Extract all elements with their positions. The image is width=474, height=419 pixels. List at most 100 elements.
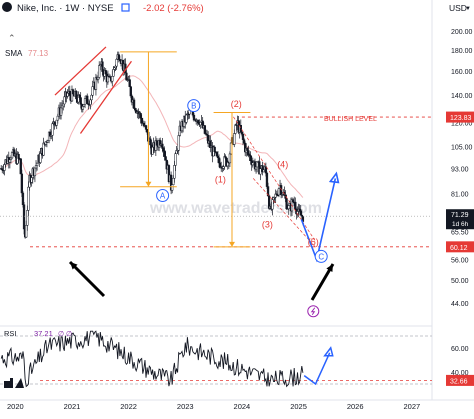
- currency-label[interactable]: USD: [449, 3, 467, 13]
- candle-body: [33, 167, 37, 177]
- candle-body: [101, 61, 104, 72]
- candle-body: [83, 98, 87, 105]
- price-tick-label: 44.00: [451, 301, 469, 308]
- sma-line: [0, 75, 304, 198]
- countdown-label: 1d 6h: [452, 221, 469, 228]
- candle-body: [59, 107, 63, 116]
- candle-body: [246, 147, 249, 151]
- candle-body: [27, 186, 30, 211]
- candle-body: [254, 166, 258, 170]
- rsi-badge: [446, 374, 474, 386]
- candle-body: [115, 59, 118, 67]
- rsi-tick-label: 60.00: [451, 346, 469, 353]
- candle-body: [81, 106, 85, 110]
- candle-body: [203, 125, 207, 134]
- candle-body: [199, 122, 202, 126]
- candle-body: [294, 201, 297, 210]
- currency-dropdown-icon[interactable]: ▼: [465, 6, 471, 12]
- candle-body: [9, 157, 13, 160]
- candle-body: [19, 158, 22, 175]
- wave-label-4: (4): [277, 160, 288, 170]
- flag-icon[interactable]: [121, 3, 130, 12]
- bullish-level-badge: [446, 111, 474, 123]
- candle-body: [117, 54, 120, 60]
- candle-body: [61, 105, 64, 109]
- current-price-badge: [446, 209, 474, 230]
- candle-body: [62, 103, 65, 107]
- measure-box-c-arrowhead: [228, 241, 235, 247]
- candle-body: [35, 162, 39, 166]
- candle-body: [63, 96, 66, 105]
- candle-body: [222, 166, 225, 169]
- price-tick-label: 50.00: [451, 278, 469, 285]
- candle-body: [264, 166, 268, 174]
- candle-body: [215, 152, 219, 157]
- candle-body: [86, 95, 89, 104]
- candle-body: [151, 146, 154, 155]
- price-tick-label: 105.00: [451, 145, 473, 152]
- time-tick-label: 2022: [120, 402, 137, 411]
- candle-body: [53, 121, 56, 125]
- arrow-left-shaft: [68, 260, 106, 298]
- time-tick-label: 2023: [177, 402, 194, 411]
- symbol-dropdown-icon[interactable]: [2, 2, 12, 12]
- collapse-icon[interactable]: ⌃: [8, 33, 16, 43]
- candle-body: [128, 79, 131, 87]
- candle-body: [177, 135, 180, 151]
- sma-label[interactable]: SMA: [5, 49, 23, 58]
- arrow-right-head: [326, 264, 333, 272]
- support-level-badge-label: 60.12: [450, 245, 468, 252]
- candle-body: [111, 76, 114, 82]
- price-tick-label: 65.50: [451, 229, 469, 236]
- rsi-label[interactable]: RSI: [4, 329, 17, 338]
- bullish-level-label: BULLISH LEVEL: [324, 116, 377, 123]
- candle-body: [26, 210, 29, 226]
- candle-body: [233, 133, 236, 145]
- candle-body: [192, 114, 196, 121]
- candle-body: [10, 152, 14, 159]
- candle-body: [197, 119, 200, 124]
- projection-path: [300, 178, 337, 263]
- candle-body: [161, 143, 164, 149]
- wave-label-3: (3): [262, 219, 273, 229]
- candle-body: [173, 165, 176, 179]
- candle-body: [277, 188, 281, 196]
- candle-body: [79, 97, 82, 105]
- candle-body: [259, 168, 262, 175]
- wedge-lower: [252, 178, 316, 248]
- wave-label-c-circle: [314, 249, 328, 263]
- candle-body: [162, 148, 165, 152]
- candle-body: [71, 89, 75, 95]
- candle-body: [139, 112, 142, 119]
- wave-label-b-circle: [187, 99, 201, 113]
- candle-body: [34, 165, 38, 169]
- candle-body: [42, 142, 45, 156]
- time-tick-label: 2021: [64, 402, 81, 411]
- candle-body: [21, 192, 25, 206]
- tradingview-logo[interactable]: [4, 378, 24, 388]
- candle-body: [228, 153, 232, 164]
- candle-body: [140, 118, 143, 124]
- wave-label-a: A: [160, 192, 166, 201]
- lightning-icon: [310, 307, 316, 316]
- candle-body: [163, 150, 166, 157]
- candle-body: [134, 108, 137, 111]
- candle-body: [75, 91, 78, 100]
- candle-body: [132, 99, 136, 109]
- rsi-value: 37.21: [34, 329, 53, 338]
- candle-body: [112, 69, 115, 77]
- wave-label-a-circle: [156, 189, 170, 203]
- candle-body: [247, 150, 250, 155]
- candle-body: [291, 199, 295, 203]
- rsi-tick-label: 40.00: [451, 370, 469, 377]
- arrow-left-head: [70, 262, 78, 270]
- candle-body: [234, 124, 237, 134]
- price-tick-label: 81.00: [451, 191, 469, 198]
- candle-body: [82, 104, 86, 107]
- measure-box-a-arrowhead: [145, 181, 152, 187]
- candle-body: [90, 95, 93, 101]
- candle-body: [249, 155, 252, 161]
- symbol-title[interactable]: Nike, Inc. · 1W · NYSE: [17, 3, 114, 14]
- upper-trend-line: [54, 46, 107, 96]
